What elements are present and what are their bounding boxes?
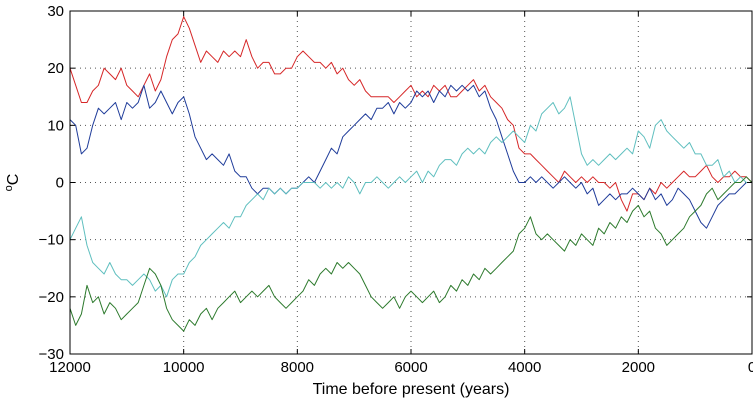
y-tick-label: −10 xyxy=(39,232,64,249)
series-lines xyxy=(69,16,753,332)
y-tick-label: 10 xyxy=(47,117,64,134)
x-tick-label: 10000 xyxy=(163,359,205,376)
series-line-2 xyxy=(69,84,752,229)
degree-superscript: o xyxy=(3,185,15,191)
grid-lines xyxy=(70,11,752,354)
y-tick-label: 30 xyxy=(47,3,64,20)
y-axis-label: oC xyxy=(3,174,22,192)
y-tick-label: −20 xyxy=(39,289,64,306)
series-line-4 xyxy=(69,176,753,332)
series-line-3 xyxy=(69,96,752,298)
axis-ticks: 12000 10000 8000 6000 4000 2000 0 −30 −20 −10 0 10 2… xyxy=(39,3,753,376)
x-tick-label: 2000 xyxy=(622,359,655,376)
y-tick-label: 0 xyxy=(56,175,64,192)
x-tick-label: 8000 xyxy=(281,359,314,376)
y-tick-label: −30 xyxy=(39,346,64,363)
celsius-unit: C xyxy=(5,174,22,186)
x-tick-label: 6000 xyxy=(394,359,427,376)
x-tick-label: 4000 xyxy=(508,359,541,376)
x-axis-label: Time before present (years) xyxy=(313,381,510,398)
x-tick-label: 0 xyxy=(748,359,753,376)
y-tick-label: 20 xyxy=(47,60,64,77)
x-tick-label: 12000 xyxy=(49,359,91,376)
